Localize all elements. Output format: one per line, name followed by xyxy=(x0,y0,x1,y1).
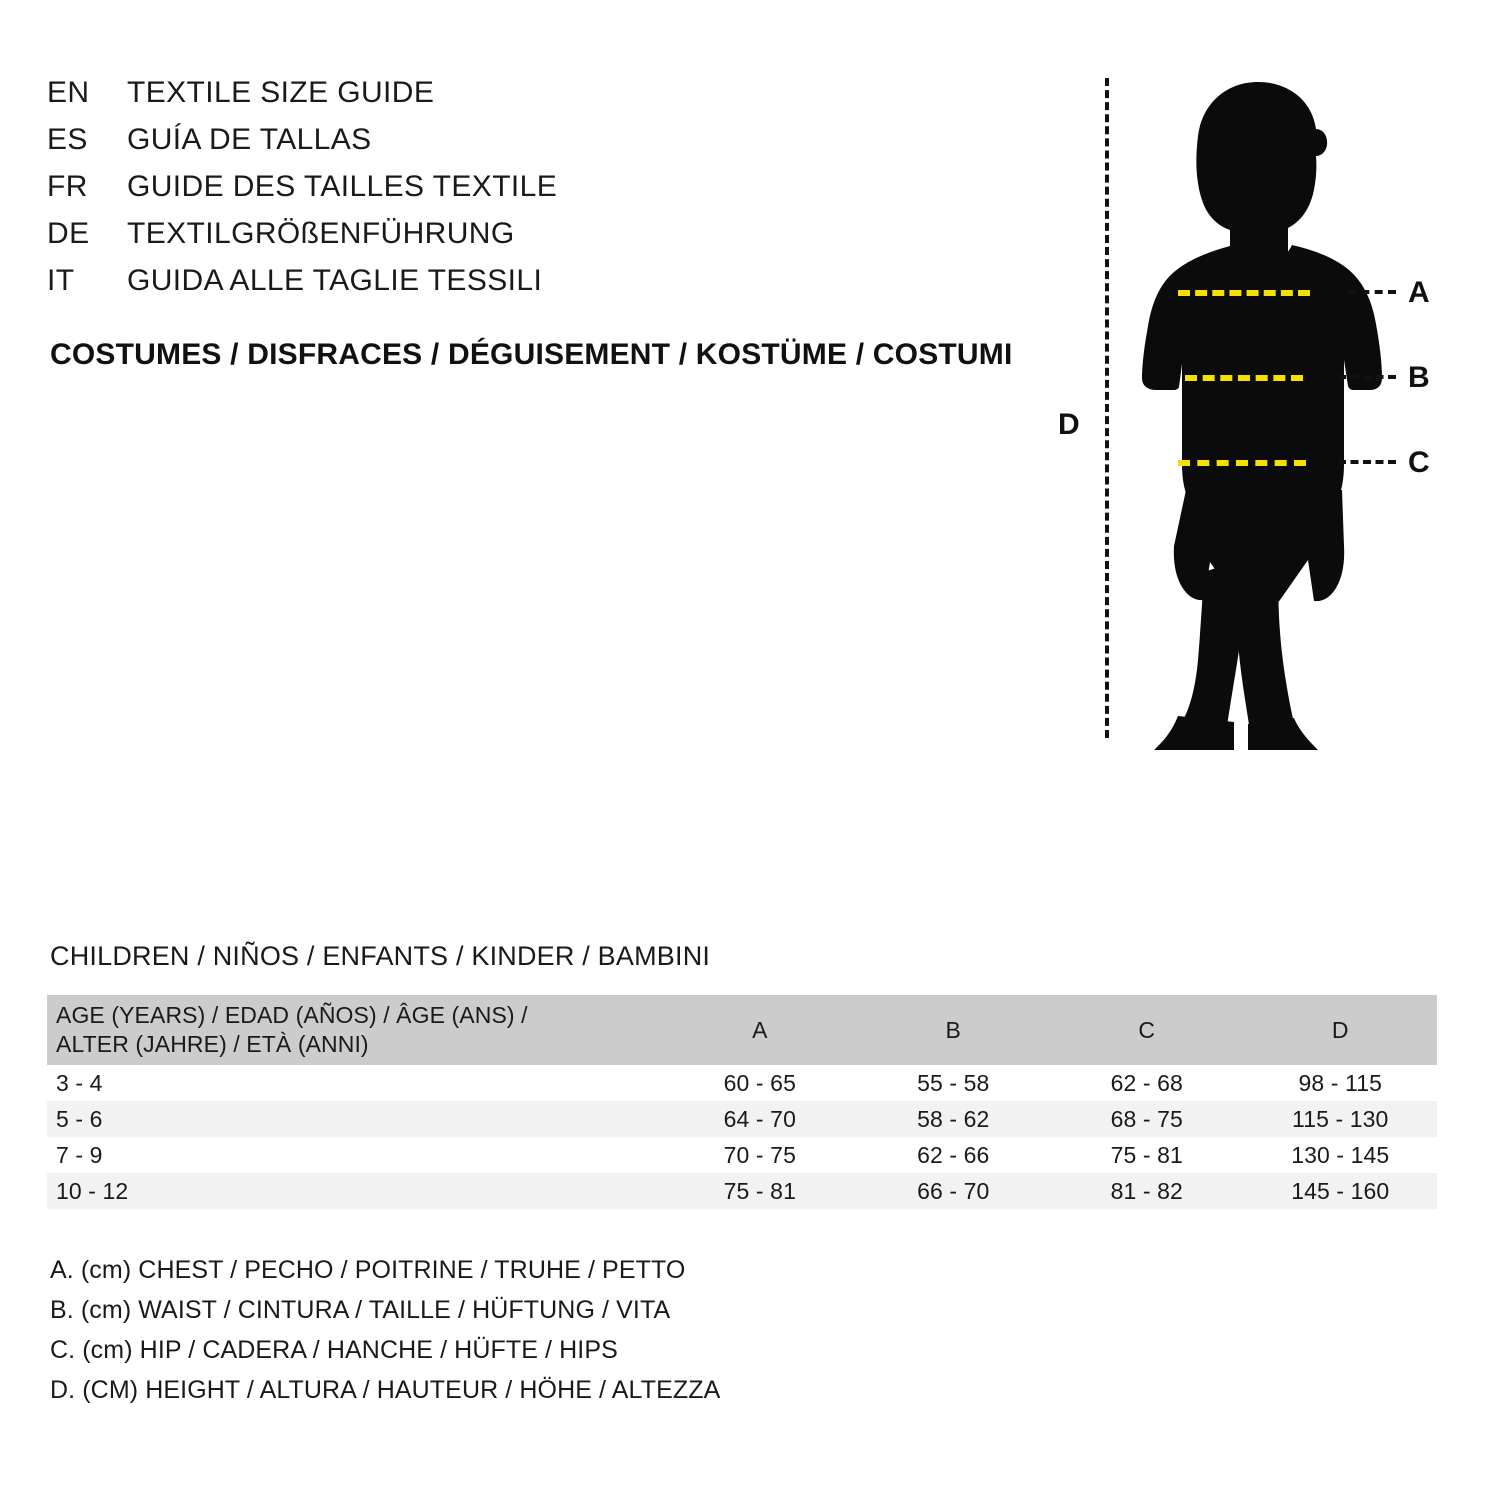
hip-label-c: C xyxy=(1408,446,1430,479)
language-row-it: IT GUIDA ALLE TAGLIE TESSILI xyxy=(47,264,667,311)
language-code-es: ES xyxy=(47,123,88,156)
language-text-en: TEXTILE SIZE GUIDE xyxy=(127,76,435,109)
cell-hip: 62 - 68 xyxy=(1110,1069,1183,1096)
measurement-legend: A. (cm) CHEST / PECHO / POITRINE / TRUHE… xyxy=(50,1250,850,1410)
cell-waist: 62 - 66 xyxy=(917,1141,990,1168)
language-text-es: GUÍA DE TALLAS xyxy=(127,123,372,156)
cell-chest: 75 - 81 xyxy=(723,1177,796,1204)
cell-height: 98 - 115 xyxy=(1298,1069,1382,1096)
children-size-table: AGE (YEARS) / EDAD (AÑOS) / ÂGE (ANS) / … xyxy=(47,995,1437,1209)
cell-chest: 60 - 65 xyxy=(723,1069,796,1096)
chest-label-a: A xyxy=(1408,276,1430,309)
table-header: AGE (YEARS) / EDAD (AÑOS) / ÂGE (ANS) / … xyxy=(47,995,1437,1065)
language-text-it: GUIDA ALLE TAGLIE TESSILI xyxy=(127,264,543,297)
height-reference-dashed-line xyxy=(1105,78,1109,738)
column-header-c: C xyxy=(1138,1016,1156,1043)
child-silhouette-icon xyxy=(1130,60,1390,750)
legend-row-chest: A. (cm) CHEST / PECHO / POITRINE / TRUHE… xyxy=(50,1256,686,1284)
cell-height: 115 - 130 xyxy=(1292,1105,1389,1132)
language-row-en: EN TEXTILE SIZE GUIDE xyxy=(47,76,667,123)
column-header-age-line2: ALTER (JAHRE) / ETÀ (ANNI) xyxy=(56,1031,369,1057)
cell-hip: 75 - 81 xyxy=(1110,1141,1183,1168)
costumes-category-line: COSTUMES / DISFRACES / DÉGUISEMENT / KOS… xyxy=(50,338,1013,371)
legend-row-waist: B. (cm) WAIST / CINTURA / TAILLE / HÜFTU… xyxy=(50,1296,671,1324)
column-header-a: A xyxy=(752,1016,768,1043)
chest-leader-line xyxy=(1348,290,1396,294)
language-code-it: IT xyxy=(47,264,75,297)
table-row: 10 - 12 75 - 81 66 - 70 81 - 82 145 - 16… xyxy=(47,1173,1437,1209)
cell-hip: 68 - 75 xyxy=(1110,1105,1183,1132)
language-row-fr: FR GUIDE DES TAILLES TEXTILE xyxy=(47,170,667,217)
measurement-diagram: D xyxy=(1030,60,1490,780)
cell-age: 3 - 4 xyxy=(56,1069,103,1096)
table-body: 3 - 4 60 - 65 55 - 58 62 - 68 98 - 115 5… xyxy=(47,1065,1437,1209)
language-code-de: DE xyxy=(47,217,90,250)
column-header-b: B xyxy=(945,1016,961,1043)
language-title-block: EN TEXTILE SIZE GUIDE ES GUÍA DE TALLAS … xyxy=(47,76,667,311)
language-row-es: ES GUÍA DE TALLAS xyxy=(47,123,667,170)
language-code-en: EN xyxy=(47,76,90,109)
cell-waist: 55 - 58 xyxy=(917,1069,990,1096)
column-header-age-line1: AGE (YEARS) / EDAD (AÑOS) / ÂGE (ANS) / xyxy=(56,1001,528,1028)
cell-age: 10 - 12 xyxy=(56,1177,129,1204)
legend-row-hip: C. (cm) HIP / CADERA / HANCHE / HÜFTE / … xyxy=(50,1336,618,1364)
table-row: 3 - 4 60 - 65 55 - 58 62 - 68 98 - 115 xyxy=(47,1065,1437,1101)
table-header-row: AGE (YEARS) / EDAD (AÑOS) / ÂGE (ANS) / … xyxy=(47,995,1437,1065)
cell-chest: 70 - 75 xyxy=(723,1141,796,1168)
language-row-de: DE TEXTILGRÖßENFÜHRUNG xyxy=(47,217,667,264)
cell-hip: 81 - 82 xyxy=(1110,1177,1183,1204)
cell-age: 5 - 6 xyxy=(56,1105,103,1132)
waist-measure-line xyxy=(1185,375,1303,381)
cell-waist: 66 - 70 xyxy=(917,1177,990,1204)
children-section-title: CHILDREN / NIÑOS / ENFANTS / KINDER / BA… xyxy=(50,941,711,971)
height-label-d: D xyxy=(1058,408,1080,441)
cell-waist: 58 - 62 xyxy=(917,1105,990,1132)
cell-chest: 64 - 70 xyxy=(723,1105,796,1132)
table-row: 5 - 6 64 - 70 58 - 62 68 - 75 115 - 130 xyxy=(47,1101,1437,1137)
chest-measure-line xyxy=(1178,290,1310,296)
waist-leader-line xyxy=(1338,375,1396,379)
hip-measure-line xyxy=(1178,460,1306,466)
column-header-age: AGE (YEARS) / EDAD (AÑOS) / ÂGE (ANS) / … xyxy=(47,995,663,1065)
table-row: 7 - 9 70 - 75 62 - 66 75 - 81 130 - 145 xyxy=(47,1137,1437,1173)
column-header-d: D xyxy=(1331,1016,1349,1043)
waist-label-b: B xyxy=(1408,361,1430,394)
language-text-fr: GUIDE DES TAILLES TEXTILE xyxy=(127,170,558,203)
hip-leader-line xyxy=(1338,460,1396,464)
cell-height: 145 - 160 xyxy=(1291,1177,1390,1204)
cell-height: 130 - 145 xyxy=(1291,1141,1390,1168)
cell-age: 7 - 9 xyxy=(56,1141,103,1168)
language-text-de: TEXTILGRÖßENFÜHRUNG xyxy=(127,217,515,250)
legend-row-height: D. (CM) HEIGHT / ALTURA / HAUTEUR / HÖHE… xyxy=(50,1376,721,1404)
language-code-fr: FR xyxy=(47,170,88,203)
